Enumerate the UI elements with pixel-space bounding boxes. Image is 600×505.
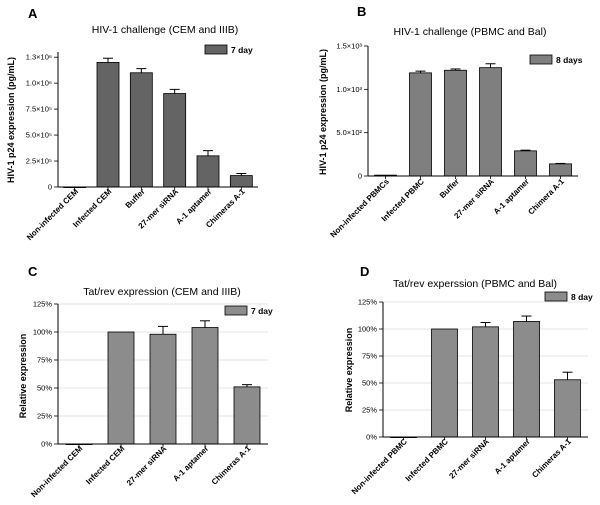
y-tick-label: 1.0×10³ [336,85,362,94]
bar [409,72,432,177]
y-tick-label: 0% [366,433,377,442]
x-tick-label: Buffer [124,187,147,210]
bar [229,175,253,188]
x-tick-label: Non-infected CEM [29,444,84,499]
y-tick-label: 0% [41,440,52,449]
y-tick-label: 1.5×10³ [336,42,362,51]
legend-swatch [544,291,568,302]
panel-c: C Tat/rev expression (CEM and IIIB) Relati… [18,264,273,499]
y-axis-label: HIV-1 p24 expression (pg/mL) [318,49,328,175]
x-tick-label: Non-infected PBMCs [329,177,392,240]
bar [233,386,261,445]
bar [107,331,135,445]
x-tick-label: Infected PBMC [404,437,450,483]
panel-d: D Tat/rev experssion (PBMC and Bal) Relati… [344,264,593,496]
legend-label: 7 day [231,45,253,55]
panel-label: B [357,4,366,19]
y-tick-label: 0 [358,172,362,181]
x-tick-label: Chimeras A-1 [210,444,253,487]
y-tick-label: 125% [33,300,53,309]
panel-a: A HIV-1 challenge (CEM and IIIB) HIV-1 p24… [6,6,258,242]
x-tick-label: A-1 aptamer [493,437,532,476]
x-tick-label: Non-infected CEM [25,187,80,242]
bar [129,72,153,188]
y-tick-label: 100% [33,328,53,337]
x-tick-label: 27-mer siRNA [125,444,169,488]
bar [149,333,177,445]
legend-swatch [204,44,228,55]
x-tick-label: A-1 aptamer [171,444,210,483]
bar [196,155,220,188]
y-tick-label: 125% [358,298,378,307]
panel-label: C [28,264,38,279]
chart-title: Tat/rev experssion (PBMC and Bal) [393,278,557,290]
legend-swatch [529,54,553,65]
x-tick-label: 27-mer siRNA [447,437,491,481]
y-tick-label: 7.5×10⁵ [26,105,52,114]
x-tick-label: A-1 aptamer [492,177,531,216]
y-axis-label: Relative expression [344,328,354,413]
bar [96,61,120,188]
bar [472,326,499,438]
x-tick-label: Infected CEM [84,444,126,486]
x-tick-label: Chimera A-1 [526,177,566,217]
y-tick-label: 50% [37,384,52,393]
y-tick-label: 5.0×10² [336,128,362,137]
y-tick-label: 25% [362,406,377,415]
chart-title: HIV-1 challenge (CEM and IIIB) [92,24,238,36]
y-tick-label: 25% [37,412,52,421]
legend-label: 8 days [556,55,583,65]
y-tick-label: 75% [362,352,377,361]
y-axis-label: Relative expression [18,334,28,419]
panel-label: A [28,6,38,21]
y-tick-label: 50% [362,379,377,388]
y-tick-label: 1.3×10⁶ [26,53,52,62]
bar [444,69,467,177]
y-tick-label: 75% [37,356,52,365]
panel-b: B HIV-1 challenge (PBMC and Bal) HIV-1 p24… [318,4,583,239]
x-tick-label: Chimeras A-1 [530,437,573,480]
bar [549,163,572,177]
legend-label: 7 day [251,306,273,316]
bar [431,328,458,438]
y-tick-label: 2.5×10⁵ [26,157,52,166]
y-axis-label: HIV-1 p24 expression (pg/mL) [6,57,16,183]
legend-label: 8 day [571,292,593,302]
bar [479,67,502,177]
legend-swatch [224,305,248,316]
bar [513,321,540,438]
x-tick-label: Buffer [438,177,461,200]
panel-label: D [360,264,369,279]
bar [554,379,581,438]
y-tick-label: 0 [48,183,52,192]
y-tick-label: 5.0×10⁵ [26,131,52,140]
bar [163,93,187,188]
chart-title: HIV-1 challenge (PBMC and Bal) [394,26,547,38]
y-tick-label: 100% [358,325,378,334]
bar [514,150,537,177]
y-tick-label: 1.0×10⁶ [26,79,52,88]
chart-title: Tat/rev expression (CEM and IIIB) [83,286,241,298]
bar [191,327,219,445]
x-tick-label: Non-infected PBMC [350,437,409,496]
